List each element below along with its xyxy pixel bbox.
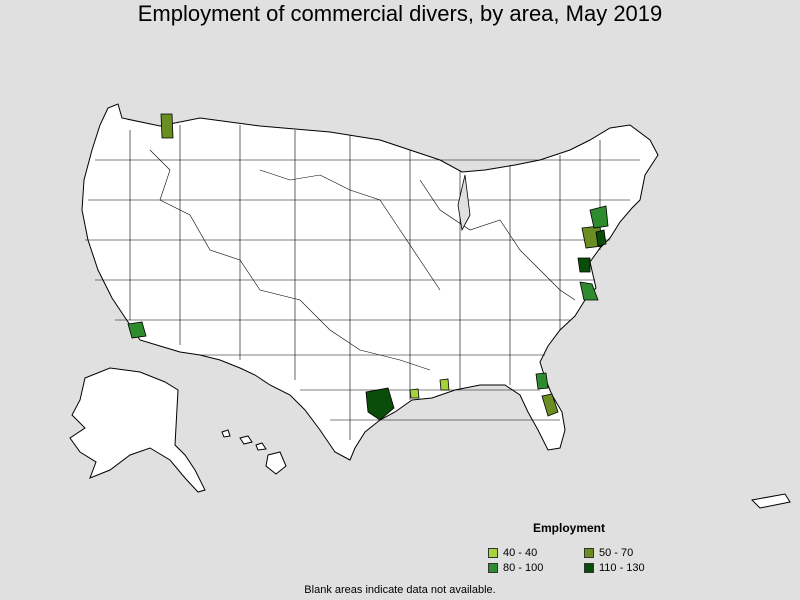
area-virginia-80-100 — [579, 281, 599, 301]
lake-michigan — [457, 174, 471, 232]
area-san-diego-80-100 — [127, 321, 147, 339]
area-boundaries — [85, 125, 640, 440]
area-houston-110-130 — [365, 387, 395, 421]
shaded-areas — [127, 113, 609, 421]
legend-swatch — [584, 563, 594, 573]
area-gulf-coast-40-40 — [409, 388, 420, 399]
legend-swatch — [488, 548, 498, 558]
legend-item-80-100: 80 - 100 — [488, 562, 543, 574]
legend-swatch — [488, 563, 498, 573]
legend-title: Employment — [533, 521, 606, 535]
alaska-outline — [69, 367, 206, 493]
legend-item-50-70: 50 - 70 — [584, 547, 633, 559]
legend-label: 50 - 70 — [599, 547, 634, 559]
area-new-york-80-100 — [589, 205, 609, 229]
legend-item-40-40: 40 - 40 — [488, 547, 537, 559]
area-washington-50-70 — [160, 113, 174, 139]
area-new-jersey-110-130 — [595, 229, 607, 247]
legend-item-110-130: 110 - 130 — [584, 562, 645, 574]
area-baltimore-110-130 — [577, 257, 591, 273]
legend-label: 110 - 130 — [599, 562, 645, 574]
area-mobile-40-40 — [439, 378, 450, 391]
legend-swatch — [584, 548, 594, 558]
area-jacksonville-80-100 — [535, 372, 549, 390]
area-tampa-50-70 — [541, 393, 559, 417]
legend-label: 40 - 40 — [503, 547, 538, 559]
map-title: Employment of commercial divers, by area… — [137, 1, 663, 26]
hawaii-islands — [221, 429, 287, 475]
puerto-rico — [750, 493, 791, 509]
footnote: Blank areas indicate data not available. — [304, 584, 496, 596]
legend-label: 80 - 100 — [503, 562, 544, 574]
